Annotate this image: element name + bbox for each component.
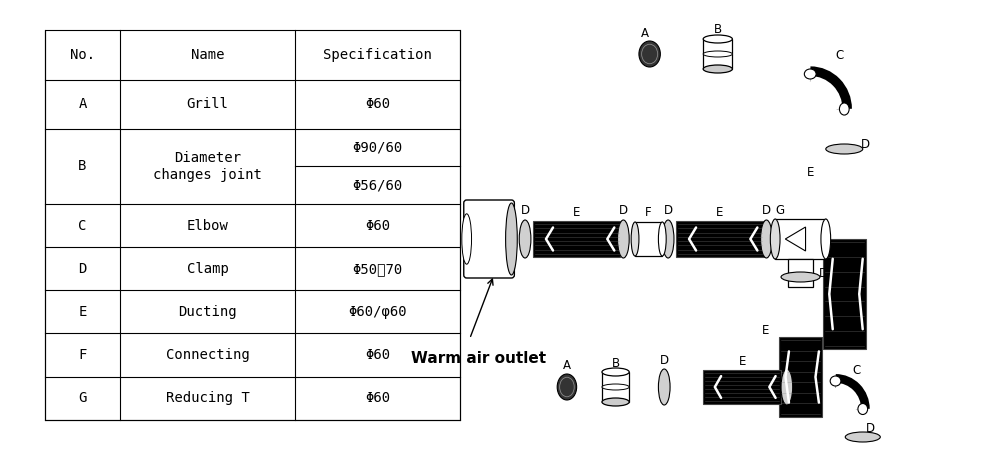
Text: C: C bbox=[835, 49, 844, 62]
Text: D: D bbox=[762, 204, 771, 217]
Bar bbox=[779, 337, 822, 417]
Text: E: E bbox=[807, 166, 814, 179]
Text: Φ60: Φ60 bbox=[365, 391, 390, 405]
Bar bbox=[676, 221, 764, 257]
Text: Φ50～70: Φ50～70 bbox=[352, 262, 403, 276]
Text: B: B bbox=[78, 159, 87, 174]
Bar bbox=[635, 222, 662, 256]
Ellipse shape bbox=[639, 41, 660, 67]
Text: Clamp: Clamp bbox=[187, 262, 228, 276]
Ellipse shape bbox=[557, 374, 577, 400]
Bar bbox=[533, 221, 620, 257]
Bar bbox=[788, 259, 813, 287]
Ellipse shape bbox=[826, 144, 863, 154]
Text: Ducting: Ducting bbox=[178, 305, 237, 319]
Ellipse shape bbox=[761, 220, 772, 258]
Text: D: D bbox=[78, 262, 87, 276]
Bar bbox=[45, 30, 460, 420]
Text: Warm air outlet: Warm air outlet bbox=[411, 351, 546, 366]
Text: Grill: Grill bbox=[187, 98, 228, 111]
Ellipse shape bbox=[830, 376, 841, 386]
Ellipse shape bbox=[770, 219, 780, 259]
Bar bbox=[703, 39, 732, 69]
Text: G: G bbox=[775, 204, 785, 217]
Ellipse shape bbox=[602, 398, 629, 406]
Ellipse shape bbox=[462, 214, 472, 264]
Text: Φ60: Φ60 bbox=[365, 219, 390, 233]
Ellipse shape bbox=[602, 384, 629, 390]
Text: D: D bbox=[819, 267, 828, 280]
Text: E: E bbox=[78, 305, 87, 319]
Bar bbox=[823, 239, 866, 349]
Text: D: D bbox=[619, 204, 628, 217]
Text: C: C bbox=[78, 219, 87, 233]
Ellipse shape bbox=[658, 369, 670, 405]
Text: D: D bbox=[782, 354, 791, 367]
Text: Reducing T: Reducing T bbox=[166, 391, 249, 405]
Text: F: F bbox=[78, 348, 87, 362]
Ellipse shape bbox=[658, 222, 666, 256]
Text: E: E bbox=[738, 355, 746, 368]
Ellipse shape bbox=[821, 219, 831, 259]
Text: Φ60/φ60: Φ60/φ60 bbox=[348, 305, 407, 319]
FancyBboxPatch shape bbox=[464, 200, 514, 278]
Text: A: A bbox=[78, 98, 87, 111]
Text: E: E bbox=[716, 206, 723, 219]
Text: D: D bbox=[861, 138, 870, 151]
Text: Elbow: Elbow bbox=[187, 219, 228, 233]
Text: D: D bbox=[866, 422, 875, 435]
Ellipse shape bbox=[858, 403, 868, 415]
Text: Specification: Specification bbox=[323, 48, 432, 62]
Text: C: C bbox=[853, 364, 861, 377]
Text: E: E bbox=[573, 206, 580, 219]
Ellipse shape bbox=[618, 220, 629, 258]
Ellipse shape bbox=[845, 432, 880, 442]
Ellipse shape bbox=[602, 368, 629, 376]
Text: Connecting: Connecting bbox=[166, 348, 249, 362]
Bar bbox=[775, 219, 826, 259]
Ellipse shape bbox=[703, 51, 732, 57]
Ellipse shape bbox=[781, 369, 793, 405]
Ellipse shape bbox=[506, 203, 517, 275]
Text: E: E bbox=[762, 324, 769, 337]
Text: D: D bbox=[660, 354, 669, 367]
Ellipse shape bbox=[804, 69, 816, 79]
Text: Φ56/60: Φ56/60 bbox=[352, 178, 403, 192]
Ellipse shape bbox=[703, 65, 732, 73]
Bar bbox=[703, 370, 781, 404]
Text: D: D bbox=[521, 204, 530, 217]
Text: B: B bbox=[612, 357, 620, 370]
Ellipse shape bbox=[662, 220, 674, 258]
Ellipse shape bbox=[703, 35, 732, 43]
Bar bbox=[602, 372, 629, 402]
Ellipse shape bbox=[519, 220, 531, 258]
Text: Φ90/60: Φ90/60 bbox=[352, 141, 403, 155]
Text: F: F bbox=[645, 206, 652, 219]
Text: No.: No. bbox=[70, 48, 95, 62]
Ellipse shape bbox=[839, 103, 849, 115]
Text: Name: Name bbox=[191, 48, 224, 62]
Text: G: G bbox=[78, 391, 87, 405]
Ellipse shape bbox=[781, 272, 820, 282]
Text: B: B bbox=[714, 23, 722, 36]
Ellipse shape bbox=[631, 222, 639, 256]
Text: Φ60: Φ60 bbox=[365, 98, 390, 111]
Text: Diameter
changes joint: Diameter changes joint bbox=[153, 151, 262, 182]
Text: A: A bbox=[641, 27, 649, 40]
Text: D: D bbox=[664, 204, 673, 217]
Text: A: A bbox=[563, 359, 571, 372]
Text: Φ60: Φ60 bbox=[365, 348, 390, 362]
